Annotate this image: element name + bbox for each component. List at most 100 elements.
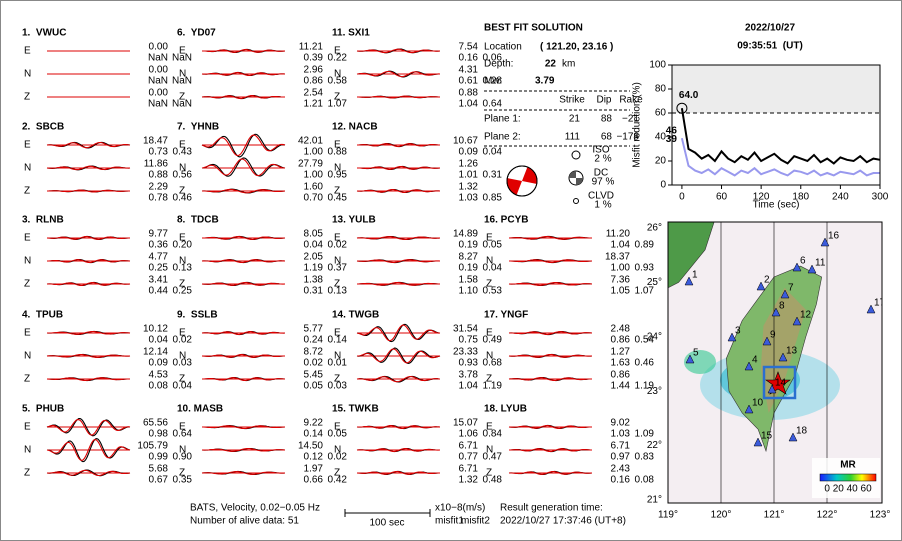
misfit1: 0.08	[149, 381, 169, 392]
synthetic-waveform	[357, 166, 441, 170]
component-label: E	[486, 328, 493, 339]
misfit2: 0.08	[635, 475, 655, 486]
amplitude: 18.47	[143, 136, 168, 147]
synthetic-waveform	[46, 236, 130, 240]
misfit2: 0.84	[483, 429, 503, 440]
misfit2: 0.13	[173, 263, 193, 274]
x-tick-label: 300	[872, 192, 889, 203]
misfit1: 1.03	[611, 429, 631, 440]
misfit1: 1.32	[459, 475, 479, 486]
amplitude: 5.68	[149, 464, 169, 475]
misfit1: 0.36	[149, 240, 169, 251]
station-number: 18	[796, 426, 808, 437]
component-label: E	[179, 328, 186, 339]
station-name: 15. TWKB	[332, 404, 379, 415]
units: x10−8(m/s)	[435, 503, 485, 514]
origin-date: 2022/10/27	[745, 23, 795, 34]
lat-label: 25°	[647, 277, 662, 288]
plane-header: Strike	[559, 95, 585, 106]
component-label: E	[334, 140, 341, 151]
misfit1: 1.00	[304, 147, 324, 158]
misfit1: 1.10	[459, 286, 479, 297]
misfit1: 0.04	[304, 240, 324, 251]
synthetic-waveform	[202, 377, 285, 381]
dc-label: DC	[594, 168, 608, 179]
misfit1: 0.09	[149, 358, 169, 369]
plane-value: 68	[601, 132, 613, 143]
amplitude: 11.21	[299, 42, 324, 53]
component-label: Z	[334, 186, 340, 197]
clvd-value: 1 %	[594, 200, 611, 211]
synthetic-waveform	[356, 259, 441, 263]
misfit2-legend: misfit2	[461, 516, 490, 527]
component-label: Z	[179, 374, 185, 385]
station-name: 14. TWGB	[332, 310, 379, 321]
station-marker	[866, 304, 876, 314]
misfit2: 0.89	[635, 240, 655, 251]
amplitude: 4.53	[149, 370, 169, 381]
amplitude: 12.14	[143, 347, 168, 358]
station-marker	[767, 384, 777, 394]
misfit1: 0.70	[304, 193, 324, 204]
x-tick-label: 240	[832, 192, 849, 203]
plane-value: −178	[616, 132, 639, 143]
component-label: E	[179, 422, 186, 433]
component-label: E	[334, 46, 341, 57]
amplitude: 15.07	[453, 418, 478, 429]
misfit2: 0.46	[173, 193, 193, 204]
iso-symbol	[571, 150, 581, 160]
misfit2: 1.19	[483, 381, 503, 392]
misfit2: 0.22	[328, 53, 348, 64]
station-number: 6	[800, 256, 806, 267]
plane-value: 21	[569, 114, 581, 125]
misfit2: 1.07	[328, 99, 348, 110]
amplitude: 7.36	[611, 275, 631, 286]
lat-label: 22°	[647, 440, 662, 451]
plane-value: 88	[601, 114, 613, 125]
misfit1: 0.66	[304, 475, 324, 486]
component-label: E	[24, 422, 31, 433]
plot-frame	[671, 64, 881, 186]
synthetic-waveform	[509, 259, 592, 263]
synthetic-waveform	[357, 143, 440, 147]
station-marker	[684, 276, 694, 286]
misfit2: 0.02	[173, 335, 193, 346]
station-number: 7	[788, 283, 794, 294]
misfit1: 0.19	[459, 240, 479, 251]
misfit1: 1.00	[304, 170, 324, 181]
observed-waveform	[356, 323, 441, 343]
plane-header: Dip	[596, 95, 611, 106]
clvd-label: CLVD	[588, 191, 614, 202]
observed-waveform	[47, 438, 131, 463]
synthetic-waveform	[201, 471, 286, 475]
misfit-line	[680, 108, 881, 165]
station-name: 7. YHNB	[177, 122, 219, 133]
amplitude: 0.88	[459, 88, 479, 99]
station-marker	[756, 281, 766, 291]
mw-label: Mw:	[484, 76, 502, 87]
observed-waveform	[46, 418, 131, 437]
synthetic-waveform	[509, 471, 593, 475]
amplitude: 1.27	[611, 347, 631, 358]
synthetic-waveform	[201, 134, 286, 157]
misfit1: 0.09	[459, 147, 479, 158]
misfit2: NaN	[172, 76, 192, 87]
misfit2: 0.13	[328, 286, 348, 297]
y-tick-label: 80	[655, 84, 667, 95]
station-marker	[792, 262, 802, 272]
component-label: N	[334, 69, 341, 80]
synthetic-waveform	[509, 448, 592, 452]
misfit1: 1.21	[304, 99, 324, 110]
synthetic-waveform	[202, 236, 285, 240]
misfit1: 1.06	[459, 429, 479, 440]
misfit2: 0.95	[328, 170, 348, 181]
component-label: N	[486, 445, 493, 456]
station-name: 4. TPUB	[22, 310, 63, 321]
misfit1: 1.05	[611, 286, 631, 297]
component-label: N	[24, 256, 31, 267]
amplitude: 7.54	[459, 42, 479, 53]
amplitude: 11.86	[144, 159, 169, 170]
component-label: Z	[334, 92, 340, 103]
lat-label: 26°	[647, 223, 662, 234]
station-number: 10	[752, 398, 764, 409]
